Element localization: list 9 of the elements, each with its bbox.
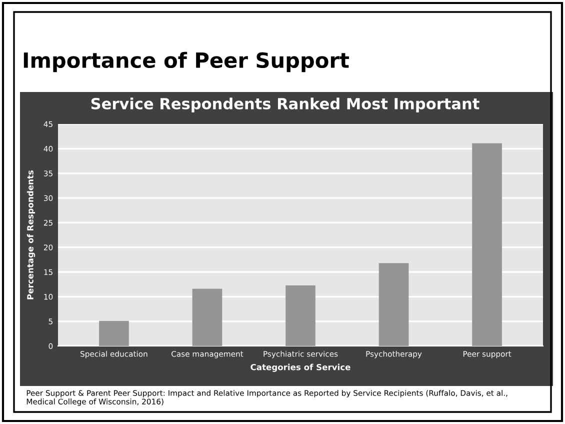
chart-title: Importance of Peer Support [24,52,349,72]
x-axis-title: Categories of Service [250,364,350,372]
bar [472,143,502,346]
chart-subtitle: Service Respondents Ranked Most Important [91,98,480,112]
bar [286,285,316,346]
bar [99,320,129,346]
bar [192,288,222,346]
y-axis-title: Percentage of Respondents [26,170,36,300]
bar [378,263,409,346]
